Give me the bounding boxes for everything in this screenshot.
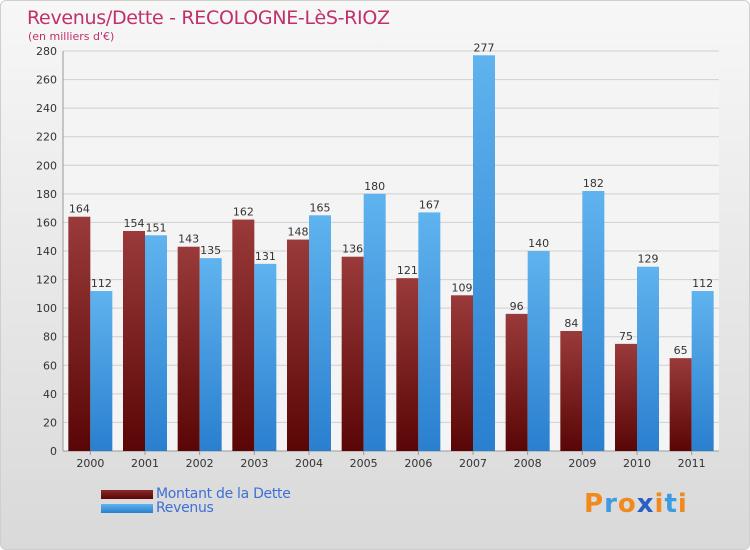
bar-dette — [232, 219, 255, 451]
y-tick-label: 40 — [43, 388, 57, 401]
bar-dette — [68, 216, 91, 451]
data-label: 109 — [452, 281, 473, 294]
legend-swatch-dette — [101, 490, 153, 499]
data-label: 167 — [419, 198, 440, 211]
bar-dette — [177, 246, 200, 451]
data-label: 112 — [692, 277, 713, 290]
legend-label-revenus: Revenus — [156, 500, 214, 516]
data-label: 164 — [69, 203, 90, 216]
bar-revenus — [418, 212, 441, 451]
y-tick-label: 160 — [36, 216, 57, 229]
data-label: 182 — [583, 177, 604, 190]
y-tick-label: 220 — [36, 131, 57, 144]
data-label: 277 — [474, 41, 495, 54]
data-label: 65 — [674, 344, 688, 357]
x-tick-label: 2009 — [568, 457, 596, 470]
x-tick-label: 2006 — [404, 457, 432, 470]
bar-revenus — [691, 291, 714, 451]
bar-revenus — [145, 235, 167, 451]
bar-revenus — [309, 215, 331, 451]
y-tick-label: 260 — [36, 74, 57, 87]
y-tick-label: 180 — [36, 188, 57, 201]
x-tick-label: 2011 — [678, 457, 706, 470]
data-label: 121 — [397, 264, 418, 277]
x-tick-label: 2000 — [76, 457, 104, 470]
y-tick-label: 0 — [50, 445, 57, 458]
bar-revenus — [90, 291, 113, 451]
y-tick-label: 200 — [36, 159, 57, 172]
data-label: 75 — [619, 330, 633, 343]
x-tick-label: 2002 — [186, 457, 214, 470]
data-label: 151 — [146, 221, 167, 234]
y-tick-label: 20 — [43, 416, 57, 429]
y-tick-label: 120 — [36, 274, 57, 287]
legend-swatch-revenus — [101, 504, 153, 513]
data-label: 154 — [124, 217, 145, 230]
logo-letter: t — [664, 489, 678, 519]
logo-letter: x — [636, 489, 655, 519]
bar-revenus — [363, 193, 386, 451]
y-tick-label: 280 — [36, 45, 57, 58]
data-label: 112 — [91, 277, 112, 290]
data-label: 162 — [233, 206, 254, 219]
x-tick-label: 2008 — [514, 457, 542, 470]
data-label: 129 — [638, 253, 659, 266]
bar-dette — [396, 278, 419, 451]
bar-dette — [451, 295, 473, 451]
y-tick-label: 60 — [43, 359, 57, 372]
data-label: 165 — [310, 201, 331, 214]
data-label: 140 — [528, 237, 549, 250]
y-tick-label: 240 — [36, 102, 57, 115]
x-tick-label: 2001 — [131, 457, 159, 470]
bar-revenus — [582, 191, 605, 451]
data-label: 131 — [255, 250, 276, 263]
x-axis-ticks: 2000 2001 2002 2003 2004 2005 2006 2007 2008 2009… — [76, 451, 706, 470]
bar-revenus — [527, 251, 550, 451]
data-label: 96 — [510, 300, 524, 313]
data-label: 180 — [364, 180, 385, 193]
bar-dette — [123, 231, 145, 451]
data-label: 135 — [200, 244, 221, 257]
chart-title: Revenus/Dette - RECOLOGNE-LèS-RIOZ — [27, 7, 390, 29]
proxiti-logo: Proxiti — [584, 489, 688, 519]
bar-dette — [287, 239, 309, 451]
logo-letter: P — [584, 489, 605, 519]
bar-dette — [669, 358, 692, 451]
logo-letter: i — [677, 489, 688, 519]
data-label: 136 — [342, 243, 363, 256]
x-tick-label: 2007 — [459, 457, 487, 470]
bars — [68, 55, 714, 452]
bar-dette — [560, 331, 583, 451]
bar-revenus — [473, 55, 495, 452]
y-tick-label: 100 — [36, 302, 57, 315]
logo-letter: r — [604, 489, 618, 519]
x-tick-label: 2005 — [350, 457, 378, 470]
y-tick-label: 140 — [36, 245, 57, 258]
x-tick-label: 2004 — [295, 457, 323, 470]
bar-revenus — [637, 266, 659, 451]
legend-label-dette: Montant de la Dette — [156, 486, 291, 502]
bar-dette — [615, 343, 637, 451]
y-tick-label: 80 — [43, 331, 57, 344]
bar-revenus — [199, 258, 222, 451]
chart-subtitle: (en milliers d'€) — [28, 30, 115, 43]
logo-letter: i — [654, 489, 665, 519]
logo-letter: o — [617, 489, 637, 519]
gridlines — [62, 50, 719, 452]
x-tick-label: 2010 — [623, 457, 651, 470]
x-tick-label: 2003 — [240, 457, 268, 470]
bar-revenus — [254, 263, 277, 451]
bar-dette — [505, 313, 528, 451]
data-label: 148 — [288, 226, 309, 239]
y-axis-ticks: 0 20 40 60 80 100 120 140 160 180 200 220 240 260 280 — [36, 45, 57, 458]
data-label: 84 — [564, 317, 578, 330]
bar-dette — [341, 256, 364, 451]
data-label: 143 — [178, 233, 199, 246]
